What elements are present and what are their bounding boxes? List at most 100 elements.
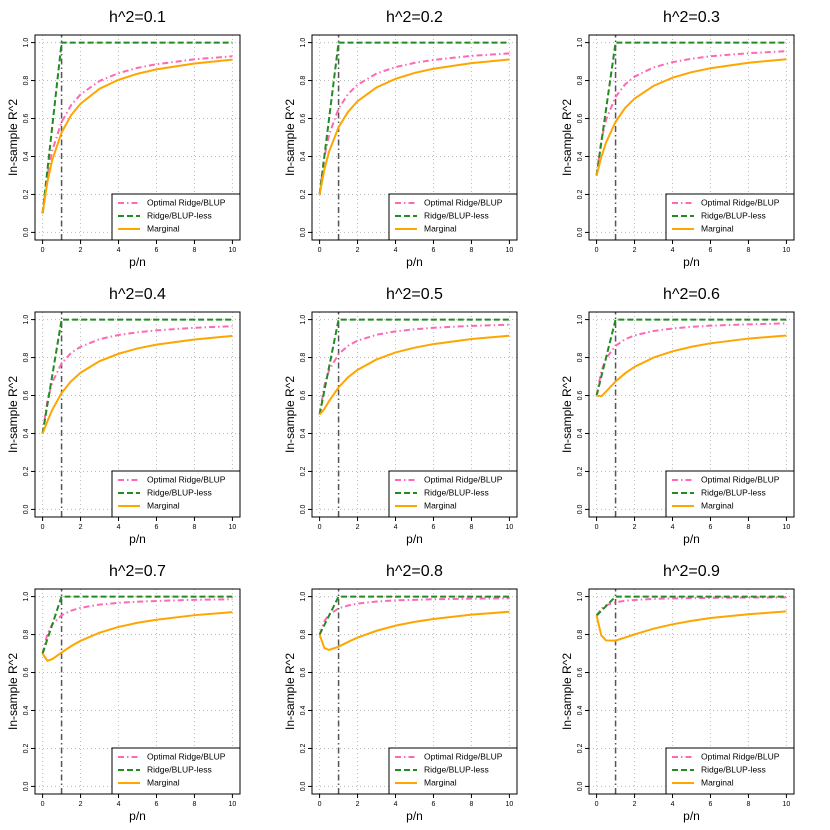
legend-label: Marginal <box>147 500 180 510</box>
x-tick-label: 4 <box>671 524 675 531</box>
y-tick-label: 0.6 <box>300 668 307 678</box>
y-tick-label: 0.8 <box>23 353 30 363</box>
legend-label: Optimal Ridge/BLUP <box>701 197 780 207</box>
x-tick-label: 2 <box>79 247 83 254</box>
panel-title: h^2=0.6 <box>663 286 720 303</box>
y-axis-label: In-sample R^2 <box>6 99 20 176</box>
y-tick-label: 0.8 <box>577 353 584 363</box>
x-tick-label: 8 <box>746 524 750 531</box>
x-tick-label: 2 <box>633 801 637 808</box>
series-line <box>595 595 787 617</box>
series-line <box>318 58 510 195</box>
panel: h^2=0.3 p/n In-sample R^2 0 2 4 6 8 10 0.0 0.2 0.4 0… <box>560 9 795 269</box>
y-axis-label: In-sample R^2 <box>560 376 574 453</box>
legend-label: Ridge/BLUP-less <box>701 764 766 774</box>
y-tick-label: 0.6 <box>577 114 584 124</box>
legend-label: Optimal Ridge/BLUP <box>424 474 503 484</box>
legend-label: Ridge/BLUP-less <box>701 487 766 497</box>
y-tick-label: 0.2 <box>23 743 30 753</box>
legend-label: Optimal Ridge/BLUP <box>147 197 226 207</box>
series-line <box>595 58 787 176</box>
y-tick-label: 0.8 <box>300 353 307 363</box>
x-tick-label: 6 <box>709 524 713 531</box>
legend-box <box>665 747 795 795</box>
y-tick-label: 1.0 <box>300 315 307 325</box>
y-tick-label: 0.4 <box>577 152 584 162</box>
x-tick-label: 2 <box>79 801 83 808</box>
panel: h^2=0.1 p/n In-sample R^2 0 2 4 6 8 10 0.0 0.2 0.4 0… <box>6 9 241 269</box>
x-tick-label: 10 <box>783 524 791 531</box>
y-tick-label: 0.0 <box>300 781 307 791</box>
legend-box <box>665 470 795 518</box>
y-tick-label: 0.0 <box>23 781 30 791</box>
panel-title: h^2=0.9 <box>663 563 720 580</box>
y-tick-label: 0.2 <box>300 743 307 753</box>
x-tick-label: 0 <box>595 247 599 254</box>
x-tick-label: 10 <box>783 801 791 808</box>
series-line <box>41 325 233 434</box>
x-tick-label: 10 <box>506 247 514 254</box>
y-tick-label: 0.0 <box>577 504 584 514</box>
panel-title: h^2=0.8 <box>386 563 443 580</box>
y-tick-label: 0.0 <box>23 227 30 237</box>
panel: h^2=0.7 p/n In-sample R^2 0 2 4 6 8 10 0.0 0.2 0.4 0… <box>6 563 241 823</box>
y-tick-label: 0.8 <box>300 76 307 86</box>
x-axis-label: p/n <box>129 809 146 823</box>
legend-label: Ridge/BLUP-less <box>424 210 489 220</box>
y-tick-label: 0.4 <box>300 429 307 439</box>
x-tick-label: 2 <box>356 247 360 254</box>
y-tick-label: 0.0 <box>23 504 30 514</box>
x-tick-label: 8 <box>469 247 473 254</box>
series-line <box>596 334 787 398</box>
y-tick-label: 0.8 <box>577 630 584 640</box>
y-tick-label: 0.0 <box>300 504 307 514</box>
legend-label: Marginal <box>147 223 180 233</box>
x-tick-label: 8 <box>469 524 473 531</box>
legend-label: Ridge/BLUP-less <box>701 210 766 220</box>
x-tick-label: 8 <box>192 524 196 531</box>
legend-label: Ridge/BLUP-less <box>147 487 212 497</box>
panel: h^2=0.2 p/n In-sample R^2 0 2 4 6 8 10 0.0 0.2 0.4 0… <box>283 9 518 269</box>
y-tick-label: 0.4 <box>23 152 30 162</box>
y-axis-label: In-sample R^2 <box>283 99 297 176</box>
series-line <box>41 41 233 214</box>
y-tick-label: 0.8 <box>300 630 307 640</box>
x-tick-label: 8 <box>746 801 750 808</box>
panel: h^2=0.5 p/n In-sample R^2 0 2 4 6 8 10 0.0 0.2 0.4 0… <box>283 286 518 546</box>
x-tick-label: 0 <box>41 524 45 531</box>
y-tick-label: 1.0 <box>577 592 584 602</box>
x-tick-label: 4 <box>671 801 675 808</box>
series-line <box>318 610 510 651</box>
y-axis-label: In-sample R^2 <box>560 99 574 176</box>
y-tick-label: 0.2 <box>23 466 30 476</box>
x-tick-label: 6 <box>155 801 159 808</box>
legend-label: Optimal Ridge/BLUP <box>147 474 226 484</box>
x-tick-label: 0 <box>595 801 599 808</box>
x-tick-label: 4 <box>671 247 675 254</box>
legend-box <box>111 193 241 241</box>
panel-title: h^2=0.2 <box>386 9 443 26</box>
series-line <box>318 595 510 636</box>
x-tick-label: 4 <box>394 524 398 531</box>
legend-label: Ridge/BLUP-less <box>424 764 489 774</box>
legend-box <box>388 470 518 518</box>
legend-label: Optimal Ridge/BLUP <box>701 751 780 761</box>
x-tick-label: 0 <box>41 801 45 808</box>
x-tick-label: 4 <box>394 247 398 254</box>
y-tick-label: 0.2 <box>577 466 584 476</box>
legend-box <box>388 747 518 795</box>
panel-title: h^2=0.1 <box>109 9 166 26</box>
legend-box <box>388 193 518 241</box>
panel: h^2=0.6 p/n In-sample R^2 0 2 4 6 8 10 0.0 0.2 0.4 0… <box>560 286 795 546</box>
x-tick-label: 10 <box>506 801 514 808</box>
panel-title: h^2=0.3 <box>663 9 720 26</box>
legend-label: Optimal Ridge/BLUP <box>424 197 503 207</box>
x-tick-label: 8 <box>192 801 196 808</box>
y-tick-label: 0.2 <box>577 189 584 199</box>
series-line <box>318 323 510 415</box>
series-line <box>41 318 233 434</box>
x-tick-label: 2 <box>633 247 637 254</box>
x-axis-label: p/n <box>406 532 423 546</box>
y-axis-label: In-sample R^2 <box>283 653 297 730</box>
